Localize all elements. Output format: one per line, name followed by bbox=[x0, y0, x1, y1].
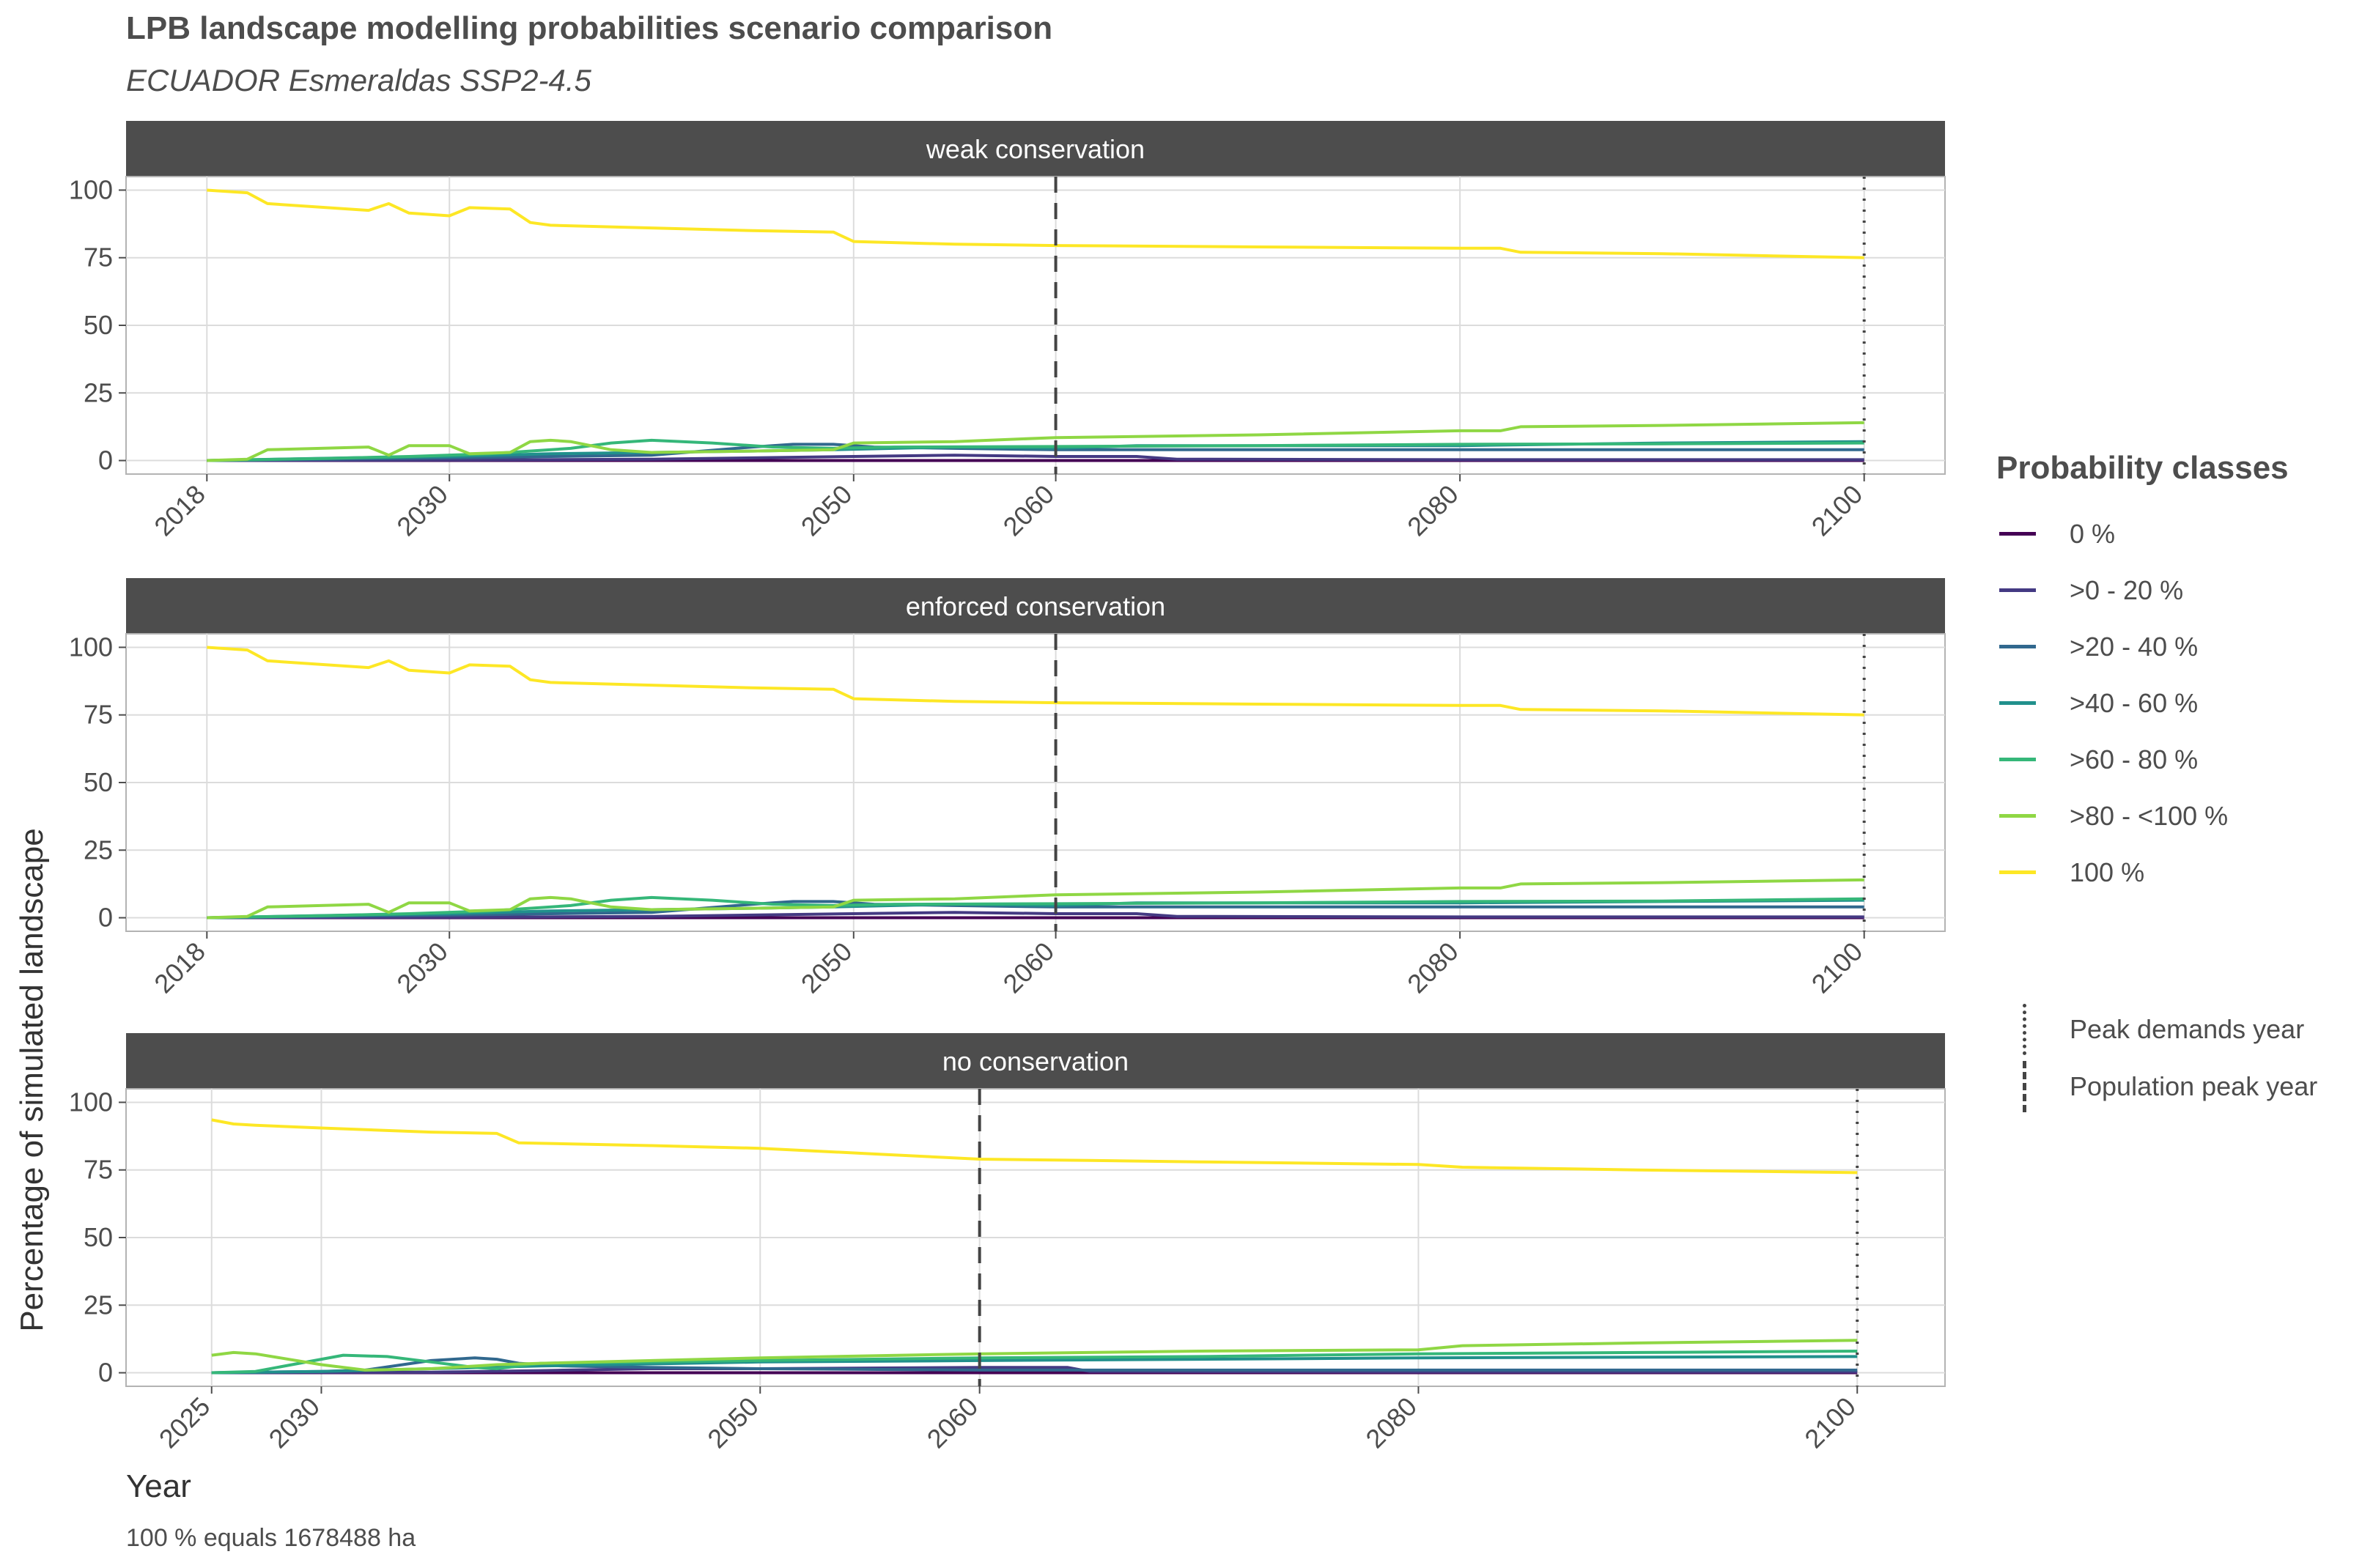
tick-label-y: 25 bbox=[84, 377, 113, 407]
legend-label-5: >80 - <100 % bbox=[2070, 801, 2229, 831]
legend-key-2 bbox=[1999, 645, 2036, 648]
panel-title: enforced conservation bbox=[906, 591, 1165, 621]
legend-label-peak-demands: Peak demands year bbox=[2070, 1014, 2305, 1044]
panel-strip bbox=[126, 578, 1945, 634]
series-line bbox=[207, 895, 1864, 920]
panel-title: weak conservation bbox=[926, 134, 1145, 164]
series-line bbox=[211, 1339, 1858, 1372]
tick-label-x: 2050 bbox=[795, 936, 858, 999]
series-line bbox=[207, 911, 1864, 920]
tick-label-x: 2018 bbox=[148, 936, 211, 999]
legend-label-0: 0 % bbox=[2070, 519, 2116, 549]
series-line bbox=[207, 421, 1864, 462]
x-axis-label: Year bbox=[126, 1468, 191, 1504]
tick-label-y: 0 bbox=[98, 903, 113, 933]
tick-label-y: 0 bbox=[98, 445, 113, 476]
series-line bbox=[207, 878, 1864, 920]
series-line bbox=[207, 438, 1864, 462]
tick-label-x: 2080 bbox=[1401, 479, 1464, 542]
panel-2: no conservation 0 25 50 75 100 2025 2030 2050 206… bbox=[69, 1033, 1946, 1454]
y-axis-label: Percentage of simulated landscape bbox=[14, 828, 50, 1332]
tick-label-x: 2100 bbox=[1806, 479, 1869, 542]
tick-label-y: 100 bbox=[69, 174, 113, 204]
tick-label-x: 2030 bbox=[262, 1391, 325, 1454]
tick-label-y: 100 bbox=[69, 632, 113, 662]
legend-key-6 bbox=[1999, 870, 2036, 874]
tick-label-x: 2025 bbox=[153, 1391, 216, 1454]
legend-key-1 bbox=[1999, 588, 2036, 592]
tick-label-x: 2100 bbox=[1798, 1391, 1861, 1454]
panel-strip bbox=[126, 121, 1945, 177]
legend-label-population-peak: Population peak year bbox=[2070, 1071, 2318, 1101]
tick-label-x: 2060 bbox=[921, 1391, 984, 1454]
tick-label-y: 50 bbox=[84, 1222, 113, 1252]
legend-item-4: >60 - 80 % bbox=[1999, 744, 2366, 774]
series-line bbox=[207, 900, 1864, 920]
series-line bbox=[207, 646, 1864, 717]
legend-item-0: 0 % bbox=[1999, 519, 2366, 549]
tick-label-y: 50 bbox=[84, 767, 113, 797]
series-line bbox=[211, 1350, 1858, 1375]
chart-subtitle: ECUADOR Esmeraldas SSP2-4.5 bbox=[126, 63, 591, 97]
series-line bbox=[207, 454, 1864, 462]
tick-label-y: 25 bbox=[84, 1290, 113, 1320]
panel-title: no conservation bbox=[942, 1046, 1129, 1076]
legend-key-5 bbox=[1999, 814, 2036, 818]
panel-strip bbox=[126, 1033, 1945, 1089]
legend-key-dashed-line bbox=[2023, 1061, 2026, 1112]
tick-label-x: 2080 bbox=[1401, 936, 1464, 999]
tick-label-y: 50 bbox=[84, 310, 113, 340]
tick-label-x: 2030 bbox=[391, 479, 454, 542]
tick-label-y: 75 bbox=[84, 700, 113, 730]
tick-label-y: 25 bbox=[84, 835, 113, 865]
tick-label-x: 2080 bbox=[1359, 1391, 1422, 1454]
legend-label-3: >40 - 60 % bbox=[2070, 688, 2199, 718]
legend-label-6: 100 % bbox=[2070, 857, 2145, 887]
tick-label-y: 75 bbox=[84, 1155, 113, 1185]
series-line bbox=[207, 443, 1864, 462]
legend-item-peak-demands: Peak demands year bbox=[1999, 1004, 2366, 1055]
legend-item-3: >40 - 60 % bbox=[1999, 688, 2366, 718]
legend-item-population-peak: Population peak year bbox=[1999, 1061, 2366, 1112]
tick-label-x: 2050 bbox=[701, 1391, 764, 1454]
chart-title: LPB landscape modelling probabilities sc… bbox=[126, 10, 1053, 46]
legend-item-5: >80 - <100 % bbox=[1999, 801, 2366, 831]
legend-item-1: >0 - 20 % bbox=[1999, 575, 2366, 605]
legend-label-1: >0 - 20 % bbox=[2070, 575, 2184, 605]
tick-label-x: 2050 bbox=[795, 479, 858, 542]
tick-label-x: 2018 bbox=[148, 479, 211, 542]
tick-label-y: 100 bbox=[69, 1087, 113, 1117]
legend-item-6: 100 % bbox=[1999, 857, 2366, 887]
series-line bbox=[207, 188, 1864, 259]
panel-0: weak conservation 0 25 50 75 100 2018 2030 2050 2… bbox=[69, 121, 1946, 542]
chart-caption: 100 % equals 1678488 ha bbox=[126, 1524, 416, 1552]
tick-label-x: 2030 bbox=[391, 936, 454, 999]
legend-title: Probability classes bbox=[1996, 450, 2289, 486]
legend-label-4: >60 - 80 % bbox=[2070, 744, 2199, 774]
tick-label-x: 2100 bbox=[1806, 936, 1869, 999]
legend-key-0 bbox=[1999, 532, 2036, 536]
legend-key-4 bbox=[1999, 758, 2036, 761]
tick-label-x: 2060 bbox=[997, 479, 1060, 542]
legend-item-2: >20 - 40 % bbox=[1999, 632, 2366, 662]
legend-key-dotted-line bbox=[2023, 1004, 2026, 1055]
legend-key-3 bbox=[1999, 701, 2036, 705]
tick-label-x: 2060 bbox=[997, 936, 1060, 999]
tick-label-y: 0 bbox=[98, 1358, 113, 1388]
panel-1: enforced conservation 0 25 50 75 100 2018 2030 2… bbox=[69, 578, 1946, 999]
series-line bbox=[211, 1118, 1858, 1175]
tick-label-y: 75 bbox=[84, 243, 113, 273]
legend-label-2: >20 - 40 % bbox=[2070, 632, 2199, 662]
